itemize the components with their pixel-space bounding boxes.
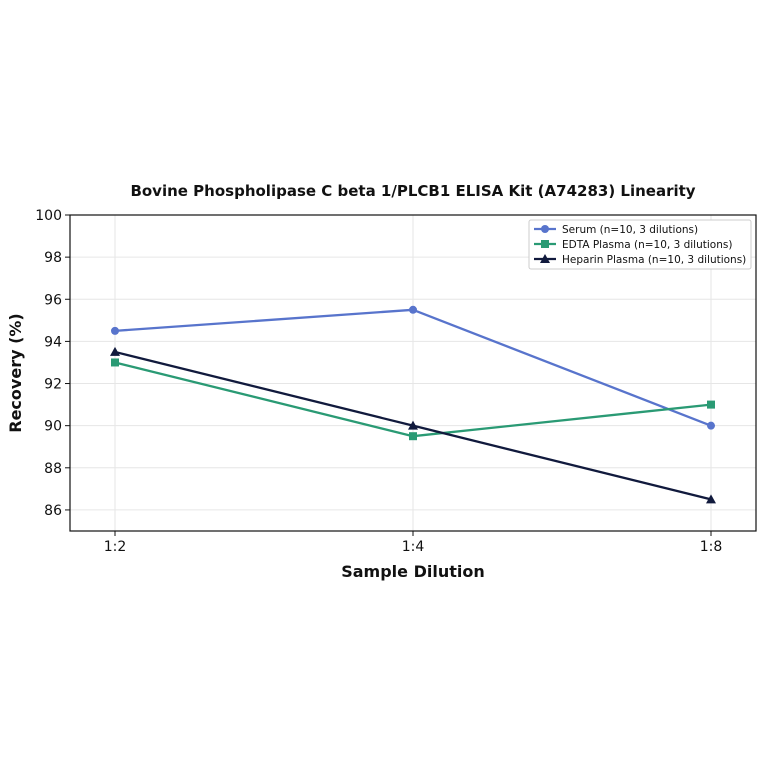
y-tick-label: 90 bbox=[44, 419, 62, 435]
series-layer bbox=[110, 305, 716, 504]
legend-swatch-marker bbox=[541, 240, 549, 248]
data-point bbox=[707, 400, 715, 409]
chart-title: Bovine Phospholipase C beta 1/PLCB1 ELIS… bbox=[130, 182, 695, 200]
legend-box bbox=[528, 219, 752, 270]
series-3 bbox=[110, 346, 716, 504]
data-point bbox=[707, 421, 715, 430]
data-point bbox=[408, 420, 418, 430]
legend: Serum (n=10, 3 dilutions) EDTA Plasma (n=… bbox=[528, 219, 752, 270]
data-point bbox=[706, 494, 716, 504]
y-tick-label: 88 bbox=[44, 461, 62, 477]
legend-item: Serum (n=10, 3 dilutions) bbox=[534, 224, 698, 236]
y-tick-label: 86 bbox=[44, 503, 62, 519]
legend-label: Heparin Plasma (n=10, 3 dilutions) bbox=[562, 254, 746, 266]
y-tick-label: 100 bbox=[35, 208, 62, 224]
y-tick-label: 94 bbox=[44, 334, 62, 350]
axis-ticks: 1:2 1:4 1:8 86 88 90 92 94 96 98 100 bbox=[35, 208, 722, 555]
data-point bbox=[110, 346, 120, 356]
x-axis-label: Sample Dilution bbox=[341, 562, 485, 581]
legend-item: Heparin Plasma (n=10, 3 dilutions) bbox=[534, 254, 746, 266]
legend-label: EDTA Plasma (n=10, 3 dilutions) bbox=[562, 239, 732, 251]
x-tick-label: 1:2 bbox=[104, 539, 127, 555]
data-point bbox=[409, 305, 417, 314]
legend-swatch-marker bbox=[541, 225, 549, 233]
y-tick-label: 92 bbox=[44, 377, 62, 393]
x-tick-label: 1:4 bbox=[402, 539, 425, 555]
data-point bbox=[111, 326, 119, 335]
legend-label: Serum (n=10, 3 dilutions) bbox=[562, 224, 698, 236]
series-1 bbox=[111, 305, 715, 430]
data-point bbox=[111, 358, 119, 367]
data-point bbox=[409, 432, 417, 441]
x-tick-label: 1:8 bbox=[700, 539, 723, 555]
y-tick-label: 98 bbox=[44, 250, 62, 266]
y-tick-label: 96 bbox=[44, 292, 62, 308]
legend-item: EDTA Plasma (n=10, 3 dilutions) bbox=[534, 239, 732, 251]
y-axis-label: Recovery (%) bbox=[6, 313, 25, 432]
legend-swatch-marker bbox=[540, 254, 550, 263]
series-2 bbox=[111, 358, 715, 441]
